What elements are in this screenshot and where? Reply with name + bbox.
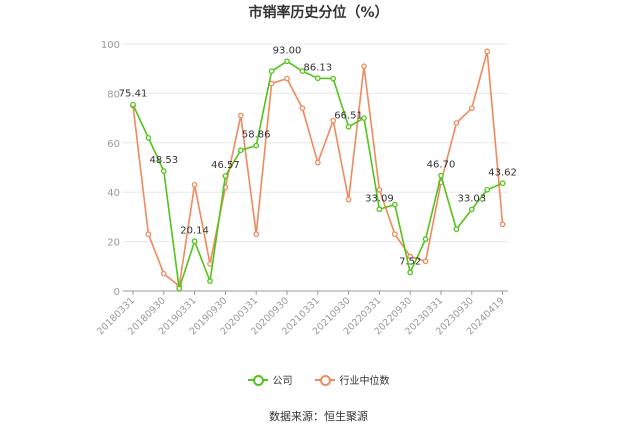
data-label: 93.00	[273, 45, 302, 56]
point-company	[345, 123, 352, 130]
point-industry	[345, 196, 352, 203]
legend-item-industry[interactable]: 行业中位数	[314, 372, 390, 387]
data-label: 33.09	[365, 193, 394, 204]
legend-label-company: 公司	[272, 376, 293, 387]
point-industry	[330, 117, 337, 124]
series-line-company	[132, 60, 503, 289]
point-company	[222, 173, 229, 179]
point-company	[499, 180, 506, 187]
point-industry	[314, 159, 321, 166]
point-industry	[376, 186, 383, 193]
point-company	[468, 206, 475, 213]
data-label: 33.03	[457, 193, 486, 204]
data-label: 75.41	[119, 89, 148, 100]
y-tick-label: 80	[107, 89, 120, 100]
point-industry	[284, 75, 290, 82]
data-label: 43.62	[488, 167, 517, 178]
point-industry	[160, 270, 167, 277]
point-industry	[299, 105, 306, 112]
point-company	[484, 186, 491, 193]
legend-swatch-industry	[314, 374, 335, 386]
point-industry	[407, 253, 414, 260]
point-industry	[361, 63, 367, 70]
point-company	[422, 236, 429, 242]
data-label: 46.57	[211, 160, 240, 171]
point-company	[160, 168, 167, 174]
legend: 公司 行业中位数	[0, 372, 637, 387]
series	[130, 48, 506, 292]
y-tick-label: 0	[114, 287, 120, 298]
data-source: 数据来源：恒生聚源	[269, 410, 368, 423]
point-industry	[145, 231, 152, 238]
point-company	[299, 68, 306, 75]
point-industry	[191, 181, 198, 188]
gridlines	[123, 43, 508, 292]
point-industry	[422, 258, 429, 265]
data-label: 58.86	[242, 130, 271, 141]
data-label: 48.53	[149, 155, 178, 166]
y-tick-label: 20	[107, 238, 120, 249]
y-tick-label: 40	[107, 188, 120, 199]
point-company	[237, 147, 244, 154]
point-company	[145, 135, 152, 141]
point-company	[438, 172, 444, 179]
y-tick-label: 60	[107, 139, 120, 150]
point-company	[453, 226, 460, 233]
point-industry	[468, 105, 475, 112]
point-company	[361, 115, 367, 121]
point-industry	[453, 120, 460, 126]
point-company	[253, 142, 260, 149]
point-industry	[484, 48, 491, 55]
data-label: 86.13	[303, 62, 332, 73]
data-label: 46.70	[427, 160, 456, 171]
data-label: 20.14	[180, 225, 209, 236]
point-company	[330, 75, 337, 82]
point-company	[268, 68, 275, 75]
point-industry	[499, 221, 506, 228]
point-company	[407, 269, 414, 276]
point-industry	[237, 112, 244, 119]
point-industry	[253, 231, 260, 238]
data-label: 66.51	[334, 111, 363, 122]
data-label: 7.52	[399, 256, 421, 267]
point-company	[191, 238, 198, 245]
point-company	[207, 278, 213, 284]
point-company	[284, 58, 290, 65]
point-company	[176, 285, 183, 292]
y-tick-label: 100	[101, 40, 120, 51]
legend-swatch-company	[247, 374, 268, 386]
point-industry	[391, 231, 398, 238]
legend-item-company[interactable]: 公司	[247, 372, 293, 387]
point-company	[314, 75, 321, 82]
point-company	[391, 201, 398, 208]
point-company	[130, 101, 136, 108]
legend-label-industry: 行业中位数	[339, 376, 390, 387]
chart-title: 市销率历史分位（%）	[248, 5, 389, 21]
point-company	[376, 206, 383, 213]
